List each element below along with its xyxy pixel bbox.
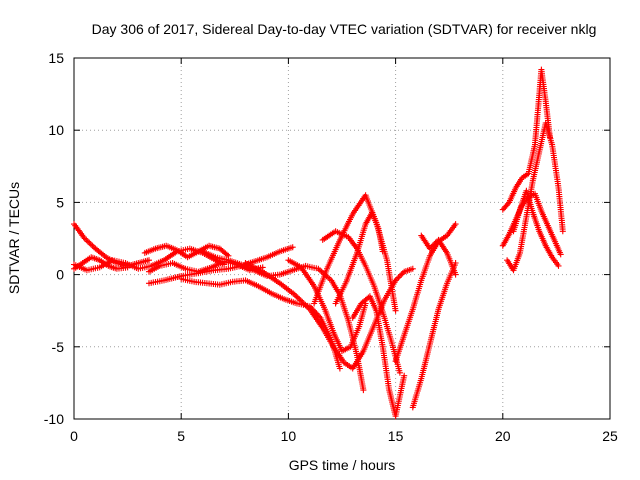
x-axis-label: GPS time / hours: [289, 457, 396, 473]
x-tick-label: 10: [281, 428, 297, 444]
series-track-20: [504, 120, 566, 274]
series-point-markers: [418, 232, 459, 278]
x-tick-label: 15: [388, 428, 404, 444]
x-tick-label: 20: [495, 428, 511, 444]
series-point-markers: [285, 257, 369, 355]
y-tick-label: 10: [48, 122, 64, 138]
series-track-13: [332, 209, 386, 307]
series-track-12: [319, 228, 403, 376]
y-tick-label: -5: [52, 339, 65, 355]
series-point-markers: [392, 221, 459, 365]
x-tick-label: 0: [70, 428, 78, 444]
axis-ticks: 0 5 10 15 20 25 -10 -5 0 5 10 15: [44, 50, 618, 444]
series-track-3: [71, 254, 131, 272]
series-point-markers: [319, 228, 403, 376]
x-tick-label: 25: [602, 428, 618, 444]
series-track-4: [141, 242, 232, 261]
series-track-7: [199, 248, 367, 394]
y-tick-label: -10: [44, 411, 64, 427]
series-track-15: [392, 221, 459, 365]
y-axis-label: SDTVAR / TECUs: [6, 182, 22, 294]
plot-frame: [73, 57, 611, 420]
grid: [74, 58, 610, 419]
series-track-10: [285, 257, 369, 355]
series-point-markers: [504, 120, 566, 274]
chart-title: Day 306 of 2017, Sidereal Day-to-day VTE…: [92, 21, 597, 37]
y-tick-label: 0: [56, 267, 64, 283]
series-track-21: [510, 187, 562, 269]
y-tick-label: 15: [48, 50, 64, 66]
series-point-markers: [71, 254, 131, 272]
series-track-18: [499, 66, 553, 213]
series-point-markers: [332, 209, 386, 307]
series-track-17: [418, 232, 459, 278]
series-point-markers: [409, 260, 459, 411]
series-track-16: [409, 260, 459, 411]
series-point-markers: [510, 187, 562, 269]
series-point-markers: [349, 293, 408, 420]
series-point-markers: [141, 242, 232, 261]
y-tick-label: 5: [56, 194, 64, 210]
x-tick-label: 5: [177, 428, 185, 444]
series-track-14: [349, 293, 408, 420]
series-point-markers: [499, 66, 553, 213]
series-layer: [71, 66, 566, 420]
